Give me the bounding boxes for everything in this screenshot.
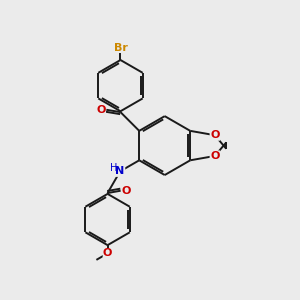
Text: O: O bbox=[96, 105, 106, 115]
Text: N: N bbox=[116, 166, 125, 176]
Text: O: O bbox=[103, 248, 112, 258]
Text: O: O bbox=[210, 130, 220, 140]
Text: Br: Br bbox=[113, 43, 128, 52]
Text: O: O bbox=[210, 151, 220, 161]
Text: O: O bbox=[121, 186, 130, 196]
Text: H: H bbox=[110, 163, 117, 173]
